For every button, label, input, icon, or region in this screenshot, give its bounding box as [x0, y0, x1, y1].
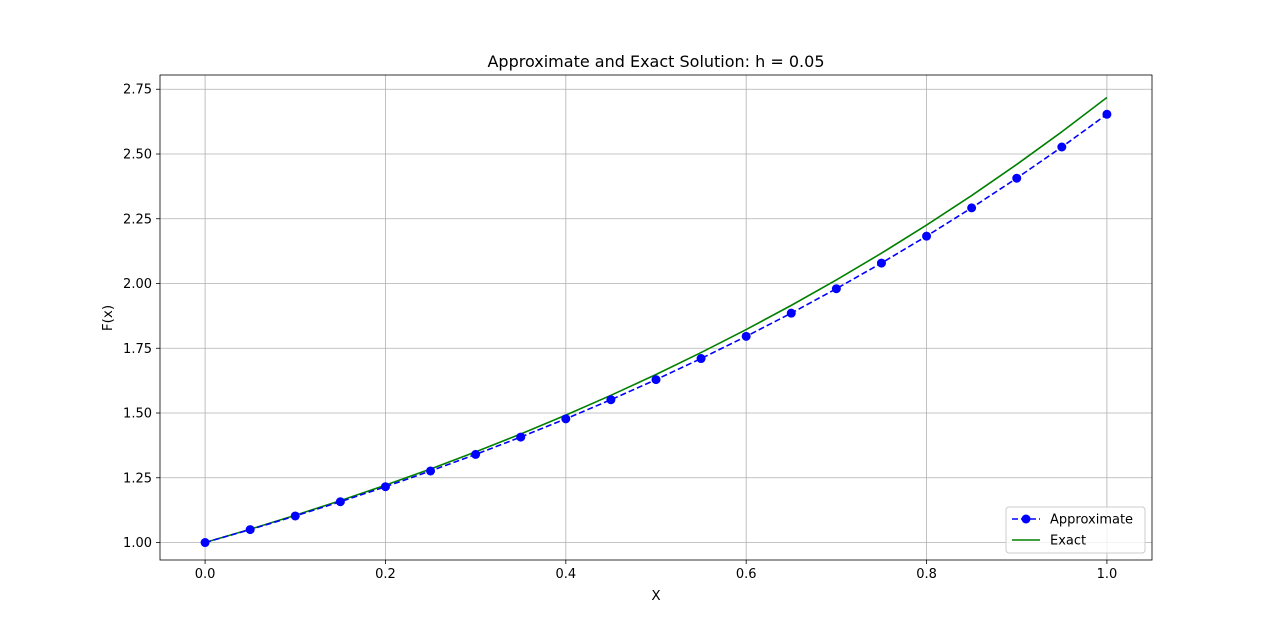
- approximate-point: [967, 203, 977, 213]
- x-tick-label: 0.2: [375, 567, 396, 582]
- plot-frame: [159, 74, 1153, 561]
- approximate-point: [561, 414, 571, 424]
- y-tick-label: 1.75: [123, 342, 152, 357]
- approximate-point: [245, 525, 255, 535]
- legend-approximate-marker: [1021, 514, 1031, 524]
- axis-ticks: 0.0 0.2 0.4 0.6 0.8 1.0 1.00 1.25 1.50 1.75 2.00 2.…: [123, 83, 1117, 582]
- approximate-point: [831, 284, 841, 294]
- x-axis-label: X: [651, 588, 660, 604]
- legend-approximate-label: Approximate: [1050, 513, 1133, 528]
- x-tick-label: 0.6: [736, 567, 757, 582]
- x-tick-label: 1.0: [1097, 567, 1118, 582]
- y-tick-label: 1.25: [123, 471, 152, 486]
- approximate-point: [696, 354, 706, 364]
- y-tick-label: 1.00: [123, 536, 152, 551]
- y-tick-label: 2.75: [123, 83, 152, 98]
- y-tick-label: 2.25: [123, 212, 152, 227]
- approximate-point: [380, 482, 390, 492]
- approximate-point: [922, 231, 932, 241]
- approximate-point: [426, 466, 436, 476]
- x-tick-label: 0.8: [916, 567, 937, 582]
- x-tick-label: 0.0: [195, 567, 216, 582]
- y-axis-label: F(x): [100, 305, 116, 331]
- approximate-point: [651, 375, 661, 385]
- approximate-point: [1102, 109, 1112, 119]
- legend-exact-label: Exact: [1050, 534, 1086, 549]
- chart-title: Approximate and Exact Solution: h = 0.05: [487, 52, 824, 71]
- legend: Approximate Exact: [1005, 506, 1146, 554]
- approximate-point: [741, 331, 751, 341]
- approximate-point: [290, 511, 300, 521]
- approximate-point: [516, 432, 526, 442]
- approximate-point: [786, 308, 796, 318]
- exact-series-line: [204, 96, 1108, 544]
- approximate-point: [1057, 142, 1067, 152]
- approximate-point: [471, 449, 481, 459]
- approximate-point: [200, 538, 210, 548]
- x-tick-label: 0.4: [555, 567, 576, 582]
- y-tick-label: 2.50: [123, 147, 152, 162]
- approximate-point: [335, 497, 345, 507]
- legend-box: [1005, 506, 1146, 554]
- grid: [160, 75, 1152, 560]
- approximate-point: [876, 258, 886, 268]
- y-tick-label: 2.00: [123, 277, 152, 292]
- plot-series: [200, 96, 1112, 548]
- y-tick-label: 1.50: [123, 407, 152, 422]
- approximate-point: [606, 395, 616, 405]
- approximate-point: [1012, 173, 1022, 183]
